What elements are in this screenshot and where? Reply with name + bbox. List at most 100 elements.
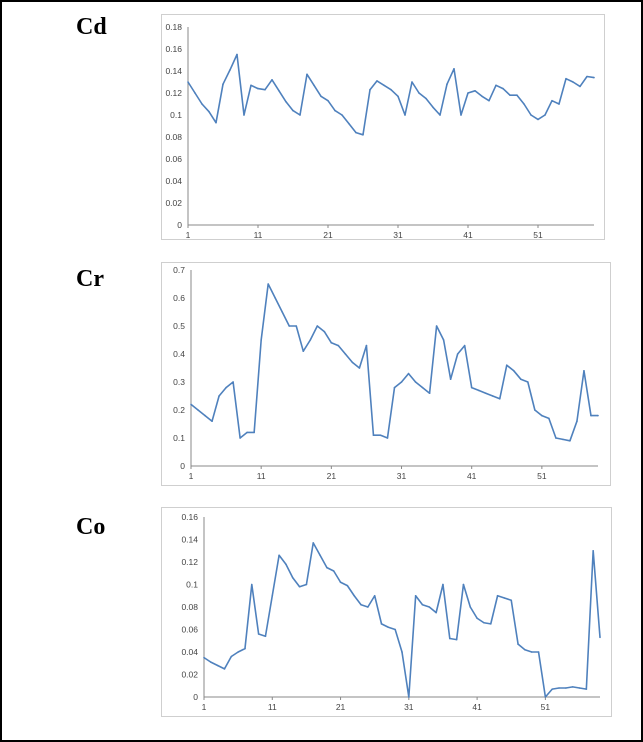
chart-cd-data-point bbox=[292, 109, 294, 112]
chart-cr-x-tick-label: 31 bbox=[397, 471, 407, 481]
chart-cr-data-point bbox=[484, 392, 487, 394]
chart-cd-data-point bbox=[544, 114, 546, 116]
chart-co-data-point bbox=[503, 597, 506, 599]
chart-cr-data-point bbox=[456, 353, 459, 355]
chart-co-data-point bbox=[551, 688, 554, 690]
chart-co-x-tick-label: 41 bbox=[472, 702, 482, 712]
chart-cr-x-tick-label: 21 bbox=[327, 471, 337, 481]
chart-cd-x-tick-label: 11 bbox=[254, 230, 263, 239]
chart-co-data-point bbox=[571, 686, 574, 688]
chart-cd-data-point bbox=[278, 90, 280, 92]
chart-cr-x-tick-label: 1 bbox=[189, 471, 194, 481]
chart-cd-y-tick-label: 0.06 bbox=[165, 154, 182, 164]
chart-cr-y-tick-label: 0.6 bbox=[173, 293, 185, 303]
chart-co-data-point bbox=[332, 570, 335, 572]
chart-cd-data-point bbox=[516, 94, 518, 96]
chart-cr-data-point bbox=[463, 344, 466, 347]
chart-cd-data-point bbox=[320, 95, 322, 98]
chart-cr-y-tick-label: 0.3 bbox=[173, 377, 185, 387]
chart-cr-data-point bbox=[330, 342, 333, 344]
chart-co-x-tick-label: 31 bbox=[404, 702, 414, 712]
chart-cr-data-point bbox=[295, 325, 298, 327]
chart-cd-svg: 00.020.040.060.080.10.120.140.160.181 11 2… bbox=[165, 22, 595, 240]
chart-cr-data-point bbox=[470, 386, 473, 389]
chart-cd-data-point bbox=[509, 94, 511, 96]
chart-cd-data-point bbox=[502, 87, 504, 90]
chart-co-data-point bbox=[401, 651, 403, 653]
chart-cr-data-point bbox=[386, 437, 389, 439]
chart-cr-data-point bbox=[421, 386, 424, 389]
chart-cr-x-tick-label: 41 bbox=[467, 471, 477, 481]
chart-cd-data-point bbox=[397, 95, 399, 98]
chart-co-data-point bbox=[489, 623, 492, 625]
chart-co-data-point bbox=[448, 637, 451, 640]
chart-cr-data-point bbox=[225, 386, 227, 389]
chart-co-data-point bbox=[319, 554, 321, 557]
chart-cd-data-point bbox=[271, 79, 273, 81]
chart-co-data-point bbox=[476, 617, 478, 620]
chart-cd-data-point bbox=[250, 84, 252, 87]
chart-cr-data-point bbox=[302, 350, 305, 352]
chart-cr-data-point bbox=[316, 325, 319, 327]
chart-co-y-tick-label: 0.12 bbox=[181, 557, 198, 567]
chart-cr-data-point bbox=[260, 339, 262, 341]
chart-co-x-tick-label: 21 bbox=[336, 702, 346, 712]
chart-cr-data-point bbox=[442, 339, 445, 341]
chart-cr-data-point bbox=[555, 437, 557, 439]
chart-co-data-point bbox=[257, 633, 260, 635]
chart-cr-data-point bbox=[477, 389, 480, 392]
chart-cd-data-point bbox=[593, 76, 595, 79]
chart-cd-data-point bbox=[299, 114, 301, 116]
chart-co-data-point bbox=[428, 606, 431, 608]
chart-cd-data-point bbox=[390, 88, 392, 91]
chart-cr-y-tick-label: 0.4 bbox=[173, 349, 185, 359]
chart-cd-data-point bbox=[313, 84, 315, 87]
chart-co-x-tick-label: 11 bbox=[268, 702, 277, 712]
chart-cr: 0 0.1 0.2 0.3 0.4 0.5 0.6 0.7 1 11 21 31 41 51 bbox=[161, 262, 611, 486]
chart-cd-data-point bbox=[264, 88, 266, 91]
chart-cr-data-point bbox=[569, 440, 571, 442]
chart-cr-data-point bbox=[281, 311, 284, 313]
chart-co-y-tick-label: 0 bbox=[193, 692, 198, 702]
chart-co-data-point bbox=[394, 628, 396, 631]
chart-cd-x-tick-label: 41 bbox=[463, 230, 473, 239]
chart-cd-data-point bbox=[467, 92, 469, 94]
chart-cr-data-point bbox=[449, 378, 452, 380]
chart-co-data-point bbox=[237, 651, 239, 653]
chart-cd-data-point bbox=[411, 81, 413, 83]
chart-co-svg: 00.020.040.060.080.10.120.140.161 11 21 31 4… bbox=[181, 512, 601, 712]
chart-co-data-point bbox=[435, 611, 437, 614]
chart-co-data-point bbox=[387, 626, 390, 629]
chart-cr-data-point bbox=[562, 438, 564, 441]
chart-co-data-point bbox=[326, 566, 328, 569]
chart-co-y-tick-label: 0.1 bbox=[186, 580, 198, 590]
chart-cr-data-point bbox=[407, 372, 410, 375]
chart-co-y-tick-label: 0.16 bbox=[181, 512, 198, 522]
chart-co-data-point bbox=[353, 594, 356, 597]
chart-cr-data-point bbox=[590, 414, 592, 417]
chart-co-data-point bbox=[510, 599, 513, 602]
chart-cd-data-point bbox=[565, 77, 567, 80]
chart-cd-data-point bbox=[404, 114, 406, 116]
chart-co-data-point bbox=[530, 651, 533, 653]
chart-co-data-point bbox=[496, 594, 499, 597]
chart-cd-data-point bbox=[285, 101, 287, 103]
chart-cd-data-point bbox=[530, 114, 532, 116]
chart-cd-data-point bbox=[551, 99, 553, 102]
chart-cd-data-point bbox=[215, 121, 217, 124]
chart-co-data-point bbox=[592, 549, 594, 552]
chart-cr-data-point bbox=[323, 330, 326, 333]
chart-cr-data-point bbox=[204, 414, 206, 417]
chart-cd-data-point bbox=[229, 69, 231, 71]
chart-cd-data-point bbox=[194, 92, 196, 94]
chart-co-y-tick-label: 0.02 bbox=[181, 670, 198, 680]
chart-co-data-point bbox=[544, 696, 547, 698]
chart-cd-data-point bbox=[327, 99, 329, 102]
chart-cd-y-tick-label: 0.1 bbox=[170, 110, 182, 120]
chart-cd-data-point bbox=[432, 106, 434, 109]
chart-cr-data-point bbox=[232, 381, 234, 383]
chart-co-data-point bbox=[469, 606, 472, 608]
chart-cd-data-point bbox=[453, 68, 455, 70]
chart-co-data-point bbox=[244, 647, 246, 650]
chart-cr-data-point bbox=[435, 325, 438, 327]
